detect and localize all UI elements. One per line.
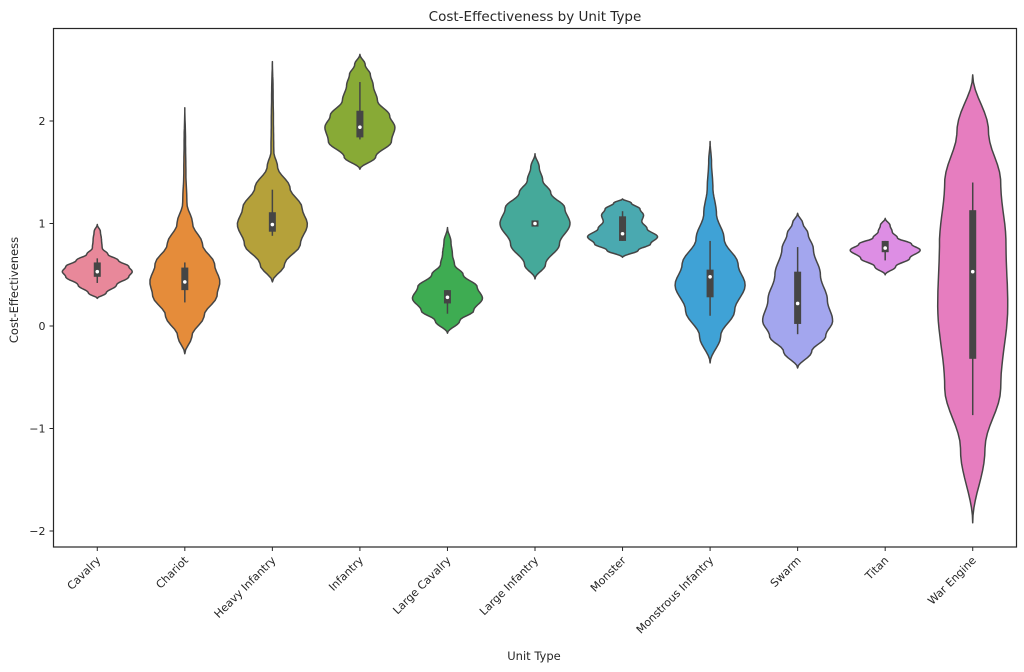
violin-large-cavalry xyxy=(411,226,484,334)
violin-median xyxy=(795,301,800,306)
violin-iqr-box xyxy=(356,110,364,138)
y-tick-label: 0 xyxy=(39,320,46,333)
x-tick-label: Monster xyxy=(588,554,629,595)
violin-iqr-box xyxy=(706,269,714,298)
violin-titan xyxy=(849,217,921,276)
violin-iqr-box xyxy=(268,212,276,232)
violin-iqr-box xyxy=(181,267,189,291)
y-tick-label: 2 xyxy=(39,115,46,128)
violin-monstrous-infantry xyxy=(674,140,746,364)
x-tick-label: War Engine xyxy=(925,554,979,608)
x-tick-label: Titan xyxy=(862,554,891,583)
violin-iqr-box xyxy=(619,216,627,241)
x-axis: Cavalry Chariot Heavy Infantry Infantry Larg… xyxy=(65,547,979,636)
violin-median xyxy=(970,269,975,274)
x-tick-label: Large Cavalry xyxy=(390,554,453,617)
x-axis-label: Unit Type xyxy=(507,649,560,663)
x-tick-label: Heavy Infantry xyxy=(212,554,279,621)
y-axis: −2 −1 0 1 2 xyxy=(29,115,54,538)
violin-heavy-infantry xyxy=(236,60,309,283)
violins-layer xyxy=(61,53,1009,524)
y-tick-label: −1 xyxy=(29,423,45,436)
violin-iqr-box xyxy=(969,210,977,359)
y-tick-label: −2 xyxy=(29,525,45,538)
x-tick-label: Large Infantry xyxy=(477,554,541,618)
violin-median xyxy=(620,231,625,236)
violin-median xyxy=(358,125,362,129)
violin-median xyxy=(445,295,450,300)
violin-median xyxy=(95,269,100,274)
x-tick-label: Cavalry xyxy=(65,554,104,593)
violin-swarm xyxy=(761,212,834,369)
y-axis-label: Cost-Effectiveness xyxy=(7,237,21,343)
violin-median xyxy=(883,246,887,250)
violin-body xyxy=(499,153,571,280)
x-tick-label: Swarm xyxy=(768,554,804,590)
chart-title: Cost-Effectiveness by Unit Type xyxy=(429,9,642,25)
violin-median xyxy=(183,280,187,284)
violin-chariot xyxy=(149,106,221,355)
violin-war-engine xyxy=(936,74,1009,524)
violin-monster xyxy=(586,198,659,259)
violin-median xyxy=(533,221,537,226)
violin-body xyxy=(411,226,484,334)
violin-infantry xyxy=(324,53,396,170)
x-tick-label: Infantry xyxy=(326,554,366,594)
violin-iqr-box xyxy=(93,262,101,277)
violin-iqr-box xyxy=(794,271,802,324)
x-tick-label: Chariot xyxy=(153,553,191,591)
violin-median xyxy=(708,275,712,279)
violin-cavalry xyxy=(61,223,133,300)
violin-large-infantry xyxy=(499,153,571,280)
violin-body xyxy=(149,106,221,355)
y-tick-label: 1 xyxy=(39,218,46,231)
violin-median xyxy=(270,222,275,227)
violin-body xyxy=(236,60,309,283)
x-tick-label: Monstrous Infantry xyxy=(634,554,717,637)
